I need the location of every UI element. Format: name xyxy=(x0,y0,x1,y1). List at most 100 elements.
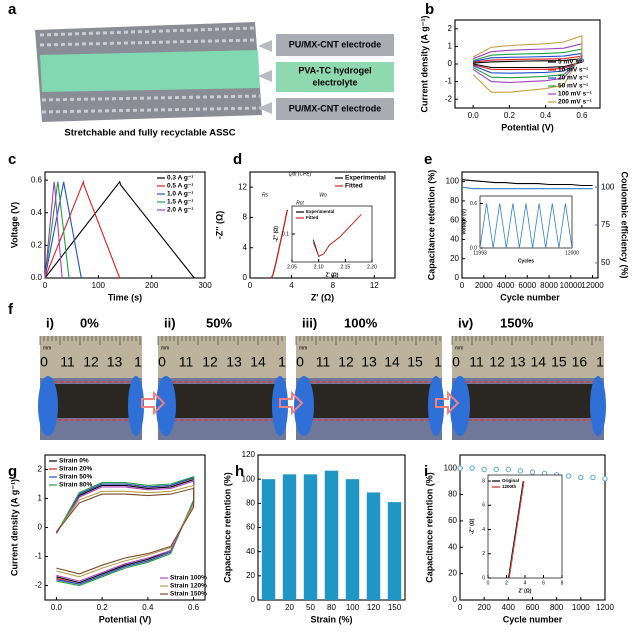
label: PU/MX-CNT electrode xyxy=(289,103,382,113)
series-line xyxy=(461,179,593,187)
x-axis-label: Time (s) xyxy=(108,292,142,302)
data-point xyxy=(566,473,572,479)
ruler-number: 15 xyxy=(551,354,567,370)
x-tick-label: 2.15 xyxy=(340,264,350,270)
x-axis-label: Cycle number xyxy=(503,614,563,624)
circuit-label: Rct xyxy=(296,200,304,206)
legend-label: 200 mV s⁻¹ xyxy=(558,99,592,106)
x-axis-label: Potential (V) xyxy=(99,614,152,624)
strain-label: 100% xyxy=(344,315,378,330)
y-tick-label: 0.2 xyxy=(31,240,43,249)
y-tick-label: 20 xyxy=(246,571,255,580)
data-point xyxy=(590,474,596,481)
ruler-number: 12 xyxy=(83,354,99,370)
ruler-number: 1 xyxy=(134,354,142,370)
ruler-number: 0 xyxy=(452,354,460,370)
y-tick-label: 100 xyxy=(444,463,458,472)
y-tick-label: 1 xyxy=(448,42,453,51)
label-box xyxy=(276,62,394,92)
ruler-number: 14 xyxy=(530,354,546,370)
legend-label: Strain 100% xyxy=(170,575,207,582)
y-tick-label: 20 xyxy=(448,569,457,578)
x-tick-label: 0 xyxy=(487,580,490,586)
bar xyxy=(282,474,297,600)
ruler xyxy=(452,336,604,378)
glove xyxy=(128,376,144,436)
x-tick-label: 2 xyxy=(505,580,508,586)
data-point xyxy=(481,466,487,473)
series-line xyxy=(44,181,70,279)
x-tick-label: 400 xyxy=(502,603,516,612)
y-tick-label: 0 xyxy=(251,595,256,604)
caption: Stretchable and fully recyclable ASSC xyxy=(64,128,235,139)
y-tick-label: 0 xyxy=(453,595,458,604)
ruler-number: 14 xyxy=(250,354,266,370)
x-tick-label: 4 xyxy=(289,281,294,290)
x-tick-label: 12000 xyxy=(565,250,579,256)
ruler-number: 12 xyxy=(202,354,218,370)
y-tick-label: 4 xyxy=(243,243,248,252)
x-tick-label: 100 xyxy=(92,281,106,290)
panel-letter: f xyxy=(8,301,14,318)
data-point xyxy=(517,468,524,474)
y-tick-label: 60 xyxy=(448,516,457,525)
y-tick-label: -2 xyxy=(35,581,43,590)
x-tick-label: 1000 xyxy=(572,603,590,612)
circuit-label: Wo xyxy=(319,192,327,198)
y-axis-label: -Z'' (Ω) xyxy=(469,518,475,534)
x-tick-label: 0 xyxy=(248,281,253,290)
legend-label: Fitted xyxy=(345,183,363,190)
ruler-number: 12 xyxy=(338,354,354,370)
x-tick-label: 0.0 xyxy=(468,111,480,120)
plot-frame xyxy=(44,454,206,601)
x-tick-label: 0.6 xyxy=(576,111,588,120)
bar xyxy=(387,502,402,600)
panel-letter: i xyxy=(424,463,428,480)
ruler-number: 11 xyxy=(60,354,75,370)
legend-label: 2.0 A g⁻¹ xyxy=(167,207,193,214)
x-tick-label: 0 xyxy=(43,281,48,290)
panel-letter: b xyxy=(425,1,434,18)
x-tick-label: 2.10 xyxy=(314,264,324,270)
x-tick-label: 0 xyxy=(458,603,463,612)
legend-label: Strain 150% xyxy=(170,591,207,598)
y-axis-label: Voltage (V) xyxy=(9,202,19,248)
y-tick-label: 40 xyxy=(246,547,255,556)
x-tick-label: 4000 xyxy=(497,281,515,290)
legend-label: Strain 80% xyxy=(59,482,92,489)
sample xyxy=(54,384,136,418)
ruler-unit: mm xyxy=(455,345,463,351)
y-tick-label: 120 xyxy=(242,450,256,459)
label: PU/MX-CNT electrode xyxy=(289,39,382,49)
y-tick-label: 2 xyxy=(482,551,485,557)
legend-label: Strain 50% xyxy=(59,474,92,481)
label: PVA-TC hydrogel xyxy=(298,65,371,75)
ruler-number: 13 xyxy=(361,354,377,370)
y-tick-label: 60 xyxy=(450,215,459,224)
ruler-number: 16 xyxy=(572,354,588,370)
strain-label: 50% xyxy=(206,315,232,330)
glove xyxy=(156,376,176,436)
circuit-label: Qdl (CPE) xyxy=(289,171,312,177)
legend-label: Strain 120% xyxy=(170,583,207,590)
ruler-unit: mm xyxy=(299,345,307,351)
ruler-number: 15 xyxy=(407,354,423,370)
x-tick-label: 8 xyxy=(561,580,564,586)
x-tick-label: 11993 xyxy=(473,250,487,256)
legend-label: 10 mV s⁻¹ xyxy=(558,67,588,74)
bar xyxy=(324,470,339,600)
legend-label: 1.5 A g⁻¹ xyxy=(167,199,193,206)
y-tick-label: 0 xyxy=(482,575,485,581)
label-box xyxy=(276,98,394,120)
x-tick-label: 4 xyxy=(524,580,527,586)
photo-label: i) xyxy=(46,315,54,330)
legend-label: Fitted xyxy=(306,215,318,220)
y-tick-label: 40 xyxy=(448,542,457,551)
series-line xyxy=(461,186,593,190)
glove xyxy=(38,376,58,436)
y-axis-label: Voltage (V) xyxy=(461,209,467,235)
series-line xyxy=(44,181,63,279)
legend-label: 5 mV s⁻¹ xyxy=(558,59,585,66)
legend-label: 1200th xyxy=(502,484,517,489)
glove xyxy=(294,376,314,436)
